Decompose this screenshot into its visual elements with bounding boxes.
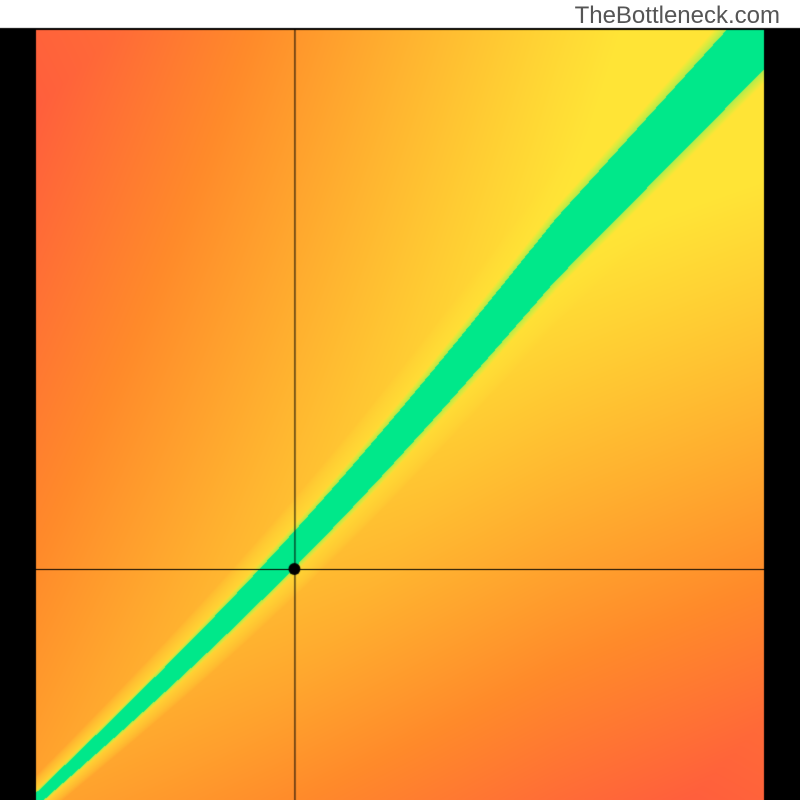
watermark-text: TheBottleneck.com [575,2,780,30]
heatmap-canvas [0,0,800,800]
chart-container: TheBottleneck.com [0,0,800,800]
